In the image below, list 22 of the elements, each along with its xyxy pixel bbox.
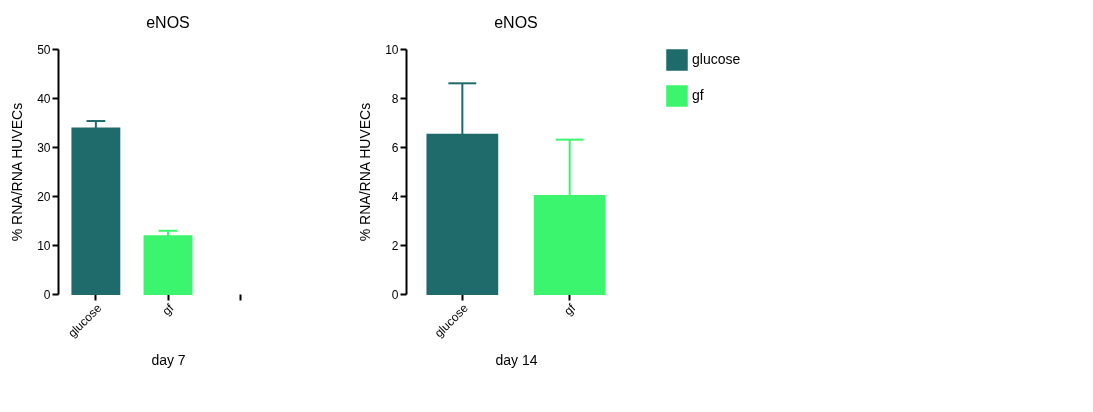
y-tick-label: 30 [37, 140, 51, 155]
legend-label: gf [692, 87, 704, 103]
y-tick-label: 6 [391, 140, 399, 155]
y-axis-title: % RNA/RNA HUVECs [9, 102, 26, 242]
chart-title: eNOS [146, 14, 190, 31]
y-tick-label: 50 [37, 42, 51, 57]
x-axis-title: day 7 [151, 351, 186, 368]
x-tick-label: gf [159, 300, 177, 319]
x-tick-label: gf [561, 300, 579, 319]
y-tick-label: 20 [37, 189, 51, 204]
y-tick-label: 4 [391, 189, 399, 204]
x-axis-title: day 14 [495, 351, 538, 368]
y-tick-label: 8 [391, 91, 399, 106]
y-axis-title: % RNA/RNA HUVECs [357, 102, 374, 242]
y-tick-label: 2 [391, 238, 399, 253]
y-tick-label: 0 [43, 287, 51, 302]
y-tick-label: 10 [37, 238, 51, 253]
y-tick-label: 0 [391, 287, 399, 302]
y-tick-label: 10 [385, 42, 399, 57]
y-tick-label: 40 [37, 91, 51, 106]
legend-label: glucose [692, 51, 741, 67]
chart-title: eNOS [494, 14, 538, 31]
